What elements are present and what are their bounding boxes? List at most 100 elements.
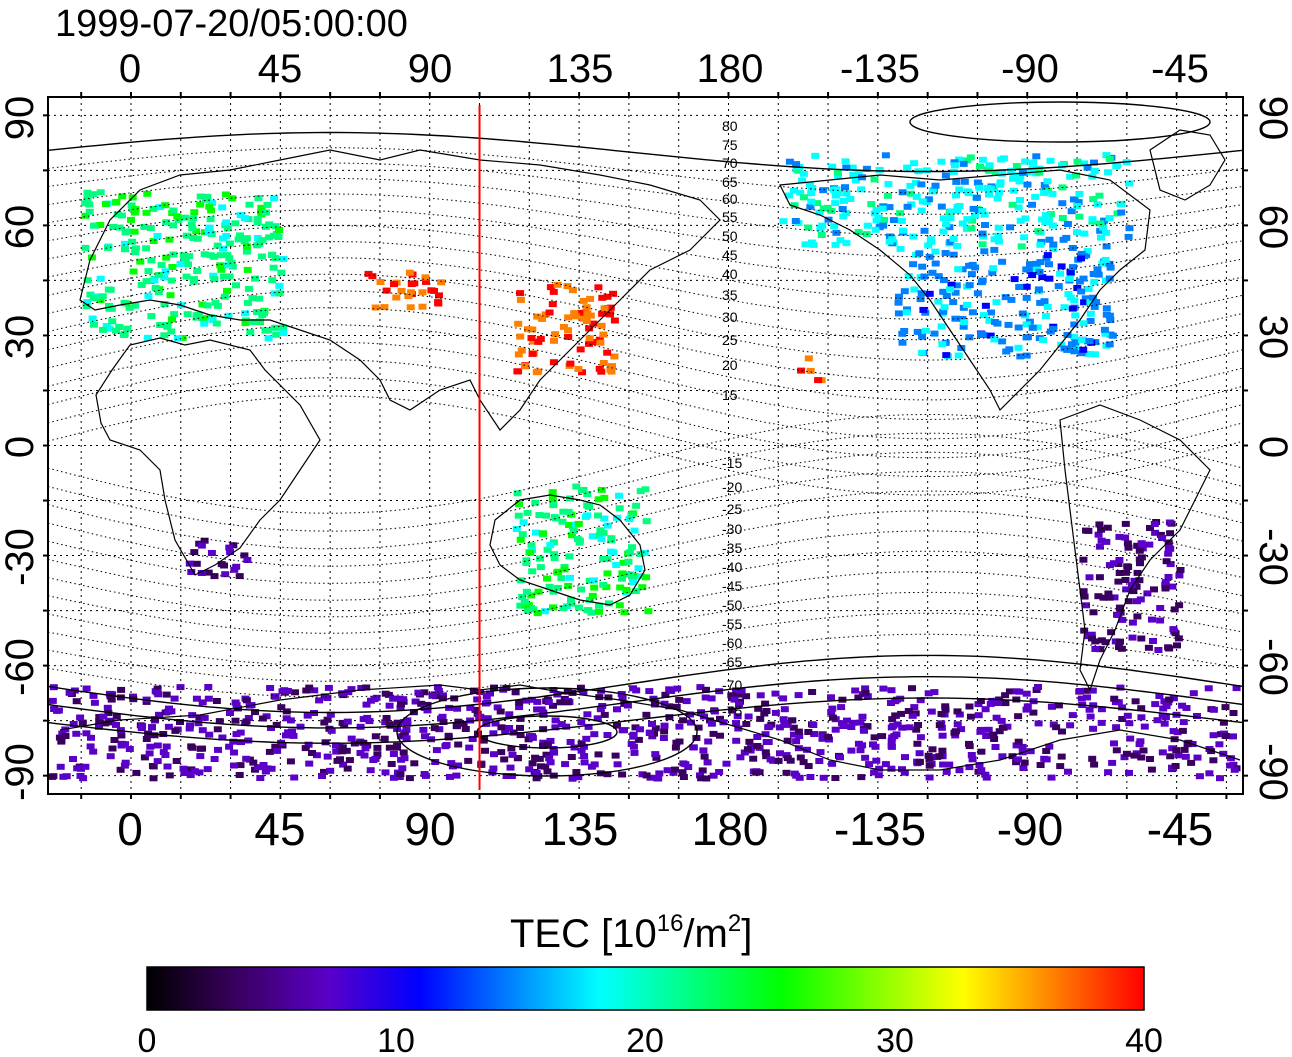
tec-pixel	[234, 236, 243, 243]
tec-pixel	[1169, 695, 1178, 702]
tec-pixel	[279, 324, 288, 331]
tec-pixel	[745, 738, 754, 745]
tec-pixel	[816, 749, 825, 756]
tec-pixel	[549, 687, 558, 693]
tec-pixel	[397, 756, 406, 763]
tec-pixel	[223, 262, 232, 269]
tec-pixel	[1067, 341, 1076, 348]
tec-pixel	[223, 287, 231, 294]
tec-pixel	[244, 715, 253, 721]
tec-pixel	[1022, 321, 1031, 328]
tec-pixel	[916, 296, 925, 303]
tec-pixel	[534, 588, 543, 595]
contour-label: 70	[722, 155, 738, 171]
tec-pixel	[986, 332, 995, 339]
tec-pixel	[1022, 706, 1031, 713]
tec-pixel	[958, 266, 967, 273]
tec-pixel	[466, 704, 475, 711]
tec-pixel	[356, 723, 365, 730]
tec-pixel	[1146, 525, 1154, 531]
tec-pixel	[1229, 733, 1237, 740]
tec-pixel	[756, 715, 765, 722]
tec-pixel	[537, 706, 546, 713]
tec-pixel	[185, 560, 194, 567]
tec-pixel	[985, 317, 994, 324]
tec-pixel	[795, 733, 804, 739]
tec-pixel	[204, 695, 213, 702]
tec-pixel	[564, 327, 572, 334]
tec-pixel	[1115, 604, 1124, 611]
tec-pixel	[839, 723, 848, 729]
tec-pixel	[559, 323, 568, 330]
tec-pixel	[912, 179, 921, 186]
tec-pixel	[532, 529, 540, 536]
right-tick-label: 0	[1251, 436, 1292, 458]
tec-pixel	[1131, 698, 1140, 705]
tec-pixel	[953, 721, 962, 728]
tec-pixel	[1014, 756, 1022, 763]
tec-pixel	[528, 760, 537, 767]
tec-pixel	[837, 704, 846, 711]
tec-pixel	[1074, 199, 1083, 206]
tec-pixel	[1085, 338, 1094, 345]
tec-pixel	[1043, 252, 1052, 259]
tec-pixel	[85, 208, 94, 215]
tec-pixel	[994, 224, 1003, 231]
tec-pixel	[580, 753, 589, 760]
tec-pixel	[574, 520, 583, 527]
tec-pixel	[1221, 733, 1230, 739]
tec-pixel	[1105, 275, 1114, 282]
tec-pixel	[1110, 740, 1118, 747]
tec-pixel	[514, 368, 523, 375]
tec-pixel	[928, 188, 937, 195]
tec-pixel	[265, 748, 274, 755]
tec-pixel	[942, 221, 951, 228]
tec-pixel	[887, 700, 895, 706]
tec-pixel	[1089, 196, 1098, 203]
tec-pixel	[1077, 288, 1086, 295]
tec-pixel	[603, 293, 612, 300]
tec-pixel	[1105, 215, 1114, 222]
tec-pixel	[1097, 234, 1105, 241]
tec-pixel	[1111, 638, 1120, 645]
contour-label: -25	[722, 501, 742, 517]
magnetic-latitude-contour	[47, 147, 1244, 194]
tec-pixel	[1052, 724, 1061, 731]
tec-pixel	[1155, 693, 1164, 699]
tec-pixel	[898, 766, 906, 773]
tec-pixel	[447, 760, 456, 767]
bottom-tick-label: -90	[997, 803, 1063, 855]
tec-pixel	[817, 232, 826, 238]
tec-pixel	[629, 733, 638, 740]
tec-pixel	[1137, 635, 1146, 642]
tec-pixel	[529, 606, 538, 613]
tec-pixel	[1143, 590, 1152, 597]
top-tick-label: -90	[1001, 47, 1059, 91]
tec-pixel	[454, 741, 463, 748]
tec-pixel	[422, 278, 430, 285]
tec-pixel	[1230, 766, 1239, 773]
tec-pixel	[516, 732, 525, 739]
tec-pixel	[590, 731, 599, 738]
tec-pixel	[974, 712, 983, 719]
tec-pixel	[819, 187, 828, 194]
tec-pixel	[596, 339, 605, 346]
tec-pixel	[277, 269, 286, 276]
tec-pixel	[263, 327, 272, 334]
tec-pixel	[753, 743, 762, 749]
top-tick-label: -45	[1151, 47, 1209, 91]
tec-pixel	[160, 274, 169, 281]
top-longitude-axis: 0 45 90 135 180 -135 -90 -45	[119, 47, 1209, 91]
tec-pixel	[642, 574, 651, 581]
tec-pixel	[509, 729, 518, 736]
tec-pixel	[554, 568, 563, 575]
tec-pixel	[221, 191, 230, 198]
tec-pixel	[518, 531, 527, 538]
tec-pixel	[1010, 276, 1019, 283]
tec-pixel	[999, 155, 1008, 162]
tec-pixel	[824, 734, 832, 740]
tec-pixel	[934, 273, 943, 280]
tec-pixel	[1150, 586, 1158, 593]
tec-pixel	[636, 726, 644, 733]
tec-pixel	[1105, 594, 1114, 601]
